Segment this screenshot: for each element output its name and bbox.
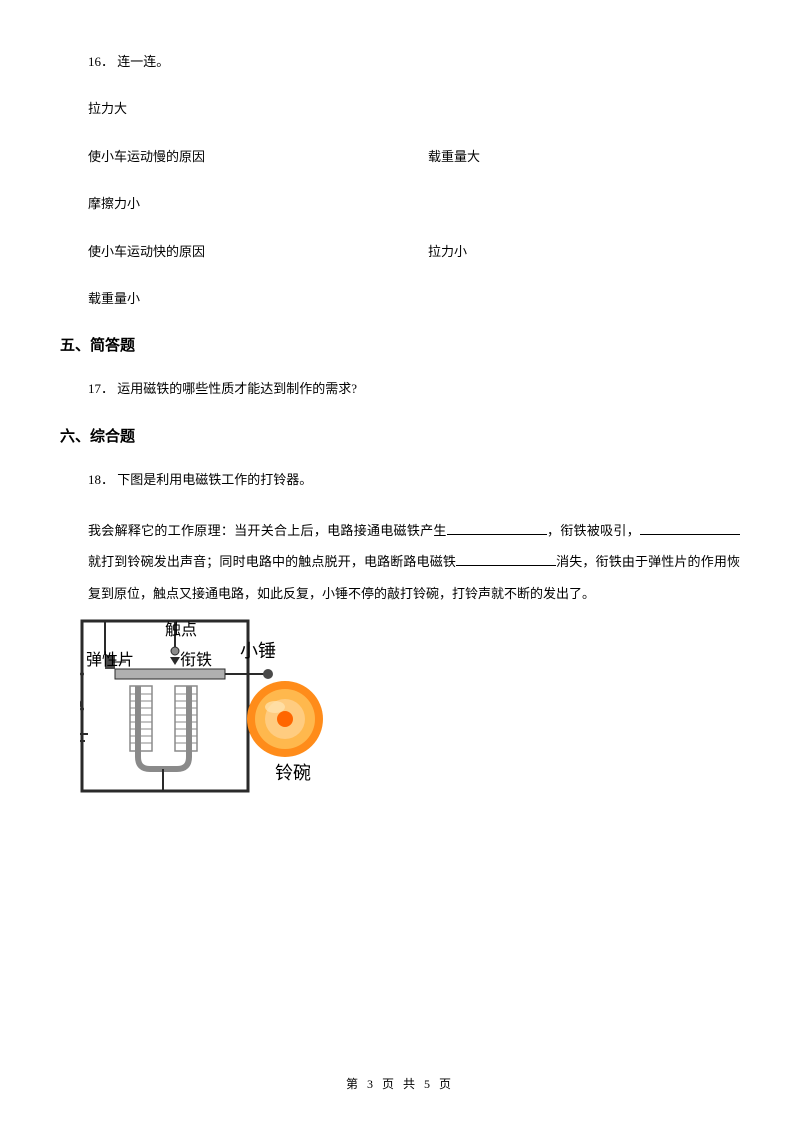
q18-paragraph: 我会解释它的工作原理：当开关合上后，电路接通电磁铁产生 ，衔铁被吸引， 就打到铃碗发… <box>60 515 740 609</box>
q18-number: 18． <box>88 472 114 487</box>
q16-title: 连一连。 <box>117 54 169 69</box>
q16-leftA: 使小车运动慢的原因 <box>88 145 428 168</box>
label-armature-text: 衔铁 <box>180 651 212 669</box>
bell-bowl <box>247 681 323 757</box>
label-spring-text: 弹性片 <box>86 651 134 669</box>
q16-header: 16． 连一连。 <box>60 50 740 73</box>
q17: 17． 运用磁铁的哪些性质才能达到制作的需求? <box>60 377 740 400</box>
q16-number: 16． <box>88 54 114 69</box>
blank-1 <box>447 521 547 535</box>
hammer-head <box>263 669 273 679</box>
q18-p2: ，衔铁被吸引， <box>547 523 640 538</box>
q18-intro-text: 下图是利用电磁铁工作的打铃器。 <box>117 472 312 487</box>
q17-text: 运用磁铁的哪些性质才能达到制作的需求? <box>117 381 357 396</box>
q16-item1: 拉力大 <box>60 97 740 120</box>
q16-row-a: 使小车运动慢的原因 载重量大 <box>60 145 740 168</box>
bell-svg: 触点 弹性片 衔铁 小锤 铃碗 <box>80 619 330 799</box>
q18-intro: 18． 下图是利用电磁铁工作的打铃器。 <box>60 468 740 491</box>
q17-number: 17． <box>88 381 114 396</box>
q16-item2: 摩擦力小 <box>60 192 740 215</box>
q16-rightB: 拉力小 <box>428 240 740 263</box>
blank-2 <box>640 521 740 535</box>
q16-item3: 载重量小 <box>60 287 740 310</box>
diagram-border <box>82 621 248 791</box>
bell-diagram: 触点 弹性片 衔铁 小锤 铃碗 <box>80 619 330 799</box>
section5-header: 五、简答题 <box>60 334 740 355</box>
armature-bar <box>115 669 225 679</box>
q16-row-b: 使小车运动快的原因 拉力小 <box>60 240 740 263</box>
q16-leftB: 使小车运动快的原因 <box>88 240 428 263</box>
page-footer: 第 3 页 共 5 页 <box>0 1075 800 1092</box>
label-bell-text: 铃碗 <box>275 763 311 783</box>
electromagnet <box>130 686 197 769</box>
label-hammer-text: 小锤 <box>240 641 276 661</box>
q18-p3: 就打到铃碗发出声音；同时电路中的触点脱开，电路断路电磁铁 <box>88 554 456 569</box>
label-contact-text: 触点 <box>165 621 197 639</box>
section6-header: 六、综合题 <box>60 425 740 446</box>
q18-p1: 我会解释它的工作原理：当开关合上后，电路接通电磁铁产生 <box>88 523 447 538</box>
blank-3 <box>456 552 556 566</box>
q16-rightA: 载重量大 <box>428 145 740 168</box>
